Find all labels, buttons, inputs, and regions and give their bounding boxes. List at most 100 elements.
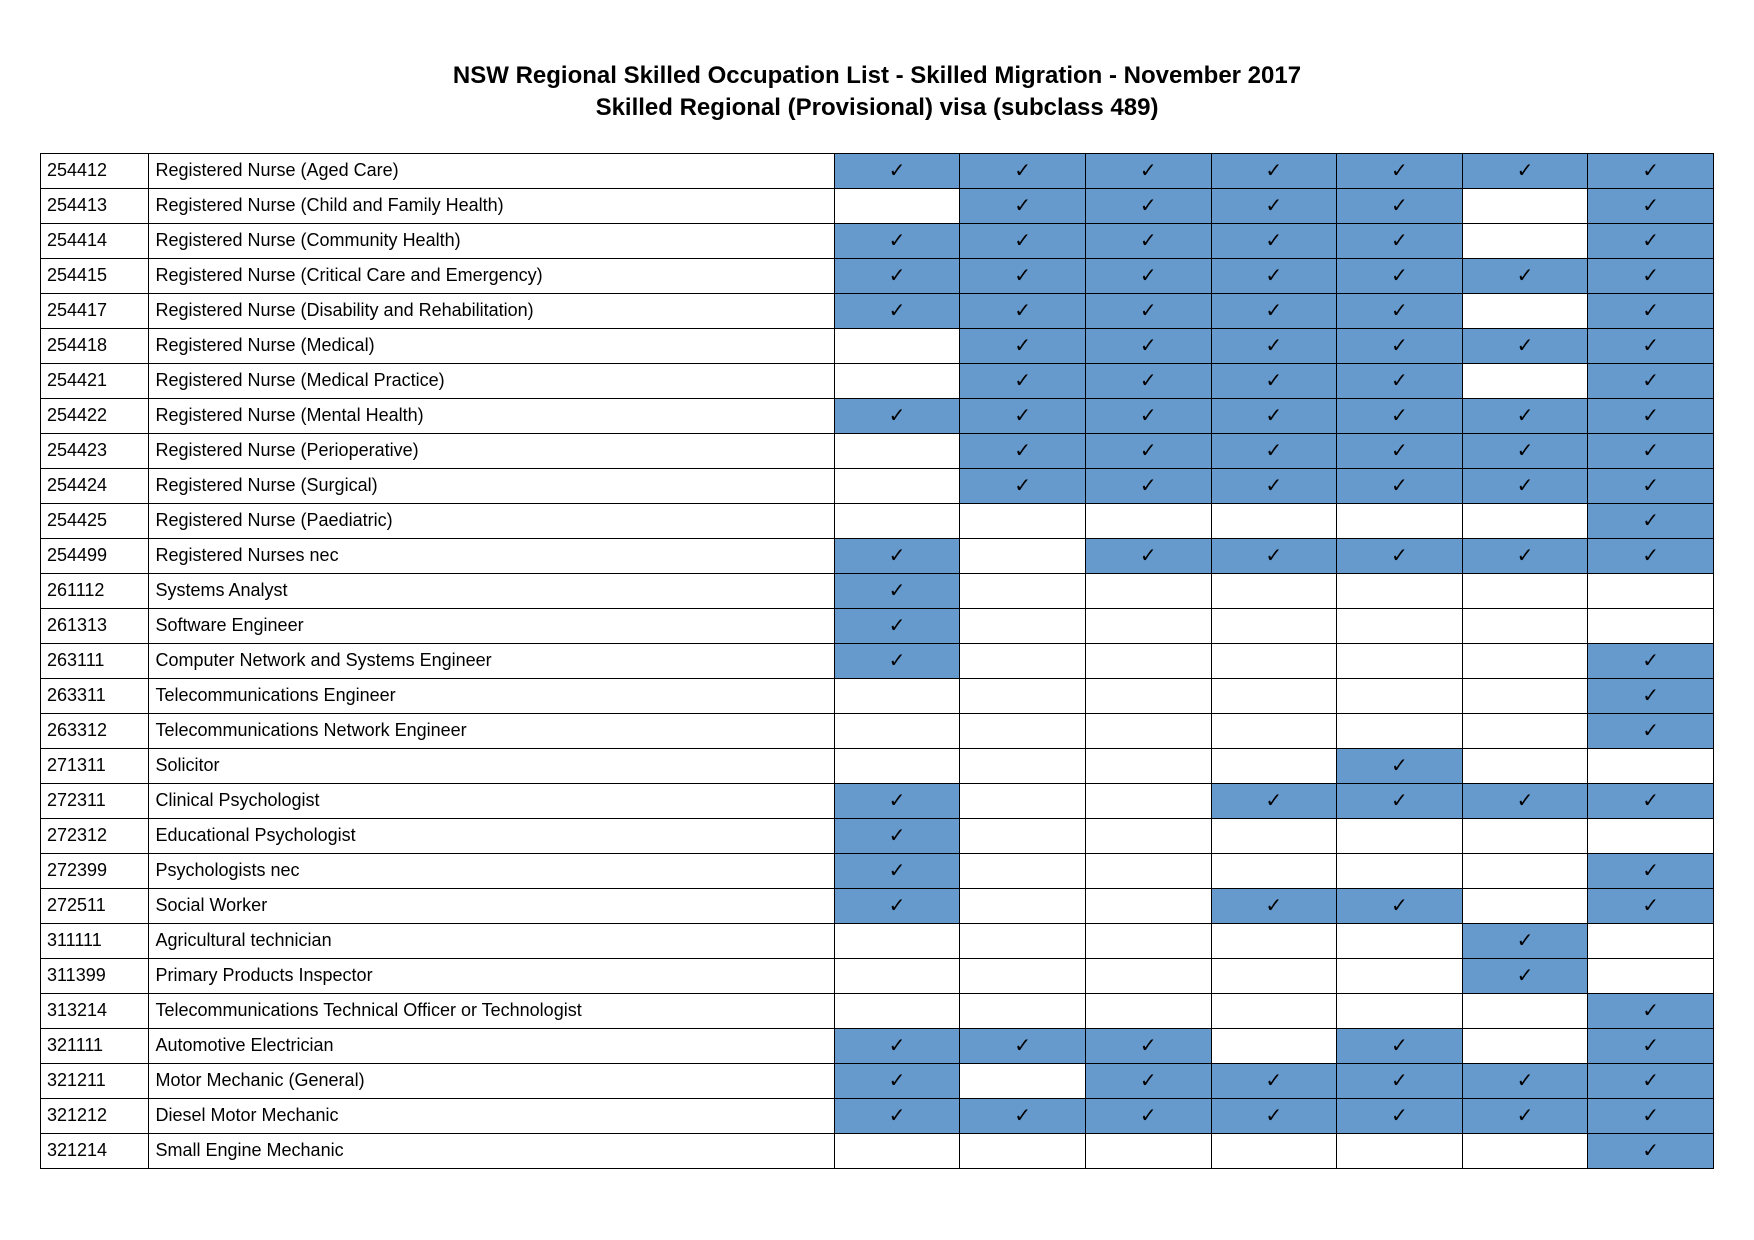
check-icon: ✓ — [1517, 335, 1534, 357]
check-icon: ✓ — [1265, 1070, 1282, 1092]
region-cell: ✓ — [1211, 363, 1337, 398]
region-cell: ✓ — [834, 1028, 960, 1063]
region-cell — [1462, 888, 1588, 923]
occupation-name: Clinical Psychologist — [149, 783, 834, 818]
region-cell — [834, 678, 960, 713]
table-row: 254414Registered Nurse (Community Health… — [41, 223, 1714, 258]
check-icon: ✓ — [1642, 230, 1659, 252]
region-cell: ✓ — [960, 468, 1086, 503]
region-cell: ✓ — [1588, 783, 1714, 818]
region-cell — [1337, 643, 1463, 678]
region-cell — [1462, 1028, 1588, 1063]
check-icon: ✓ — [1140, 335, 1157, 357]
region-cell — [960, 958, 1086, 993]
check-icon: ✓ — [1265, 335, 1282, 357]
check-icon: ✓ — [1265, 1105, 1282, 1127]
region-cell — [834, 1133, 960, 1168]
check-icon: ✓ — [1014, 405, 1031, 427]
region-cell — [1462, 363, 1588, 398]
check-icon: ✓ — [1642, 1000, 1659, 1022]
region-cell — [1211, 993, 1337, 1028]
check-icon: ✓ — [1140, 160, 1157, 182]
region-cell — [1588, 608, 1714, 643]
occupation-code: 321111 — [41, 1028, 149, 1063]
check-icon: ✓ — [1140, 300, 1157, 322]
region-cell — [960, 748, 1086, 783]
region-cell: ✓ — [960, 293, 1086, 328]
table-row: 254424Registered Nurse (Surgical)✓✓✓✓✓✓ — [41, 468, 1714, 503]
occupation-name: Registered Nurse (Surgical) — [149, 468, 834, 503]
region-cell: ✓ — [1337, 153, 1463, 188]
region-cell: ✓ — [1085, 398, 1211, 433]
check-icon: ✓ — [1014, 300, 1031, 322]
occupation-name: Registered Nurses nec — [149, 538, 834, 573]
region-cell: ✓ — [1211, 888, 1337, 923]
region-cell: ✓ — [834, 608, 960, 643]
region-cell — [1337, 993, 1463, 1028]
region-cell — [1211, 853, 1337, 888]
check-icon: ✓ — [1642, 335, 1659, 357]
check-icon: ✓ — [1140, 440, 1157, 462]
check-icon: ✓ — [889, 650, 906, 672]
region-cell: ✓ — [960, 188, 1086, 223]
region-cell: ✓ — [1588, 293, 1714, 328]
region-cell — [960, 538, 1086, 573]
region-cell — [1462, 713, 1588, 748]
region-cell — [1462, 503, 1588, 538]
region-cell: ✓ — [1588, 398, 1714, 433]
region-cell: ✓ — [834, 398, 960, 433]
check-icon: ✓ — [1391, 195, 1408, 217]
region-cell: ✓ — [1337, 258, 1463, 293]
check-icon: ✓ — [1642, 1035, 1659, 1057]
occupation-name: Systems Analyst — [149, 573, 834, 608]
region-cell: ✓ — [834, 1063, 960, 1098]
region-cell — [1085, 748, 1211, 783]
check-icon: ✓ — [1642, 1105, 1659, 1127]
check-icon: ✓ — [889, 545, 906, 567]
check-icon: ✓ — [1265, 370, 1282, 392]
region-cell: ✓ — [834, 818, 960, 853]
table-row: 254422Registered Nurse (Mental Health)✓✓… — [41, 398, 1714, 433]
check-icon: ✓ — [1391, 300, 1408, 322]
check-icon: ✓ — [889, 230, 906, 252]
region-cell — [960, 783, 1086, 818]
check-icon: ✓ — [1642, 510, 1659, 532]
region-cell — [1588, 958, 1714, 993]
occupation-code: 321211 — [41, 1063, 149, 1098]
occupation-name: Registered Nurse (Perioperative) — [149, 433, 834, 468]
region-cell: ✓ — [1337, 748, 1463, 783]
region-cell — [1462, 678, 1588, 713]
check-icon: ✓ — [1642, 545, 1659, 567]
region-cell: ✓ — [1588, 678, 1714, 713]
check-icon: ✓ — [1265, 160, 1282, 182]
occupation-code: 254417 — [41, 293, 149, 328]
page-title: NSW Regional Skilled Occupation List - S… — [40, 60, 1714, 125]
table-row: 261112Systems Analyst✓ — [41, 573, 1714, 608]
occupation-code: 271311 — [41, 748, 149, 783]
check-icon: ✓ — [889, 895, 906, 917]
region-cell: ✓ — [1588, 1133, 1714, 1168]
table-row: 321214Small Engine Mechanic✓ — [41, 1133, 1714, 1168]
region-cell — [1085, 713, 1211, 748]
check-icon: ✓ — [1265, 790, 1282, 812]
region-cell: ✓ — [1588, 538, 1714, 573]
region-cell: ✓ — [1462, 328, 1588, 363]
table-row: 254412Registered Nurse (Aged Care)✓✓✓✓✓✓… — [41, 153, 1714, 188]
occupation-code: 254422 — [41, 398, 149, 433]
region-cell: ✓ — [1588, 188, 1714, 223]
check-icon: ✓ — [1265, 230, 1282, 252]
region-cell — [960, 608, 1086, 643]
check-icon: ✓ — [889, 580, 906, 602]
check-icon: ✓ — [1140, 405, 1157, 427]
check-icon: ✓ — [1265, 475, 1282, 497]
table-row: 313214Telecommunications Technical Offic… — [41, 993, 1714, 1028]
region-cell: ✓ — [1588, 503, 1714, 538]
check-icon: ✓ — [1014, 440, 1031, 462]
occupation-code: 321212 — [41, 1098, 149, 1133]
check-icon: ✓ — [1517, 1070, 1534, 1092]
check-icon: ✓ — [1517, 965, 1534, 987]
check-icon: ✓ — [889, 790, 906, 812]
title-line-1: NSW Regional Skilled Occupation List - S… — [40, 60, 1714, 92]
region-cell — [1085, 1133, 1211, 1168]
occupation-code: 254499 — [41, 538, 149, 573]
